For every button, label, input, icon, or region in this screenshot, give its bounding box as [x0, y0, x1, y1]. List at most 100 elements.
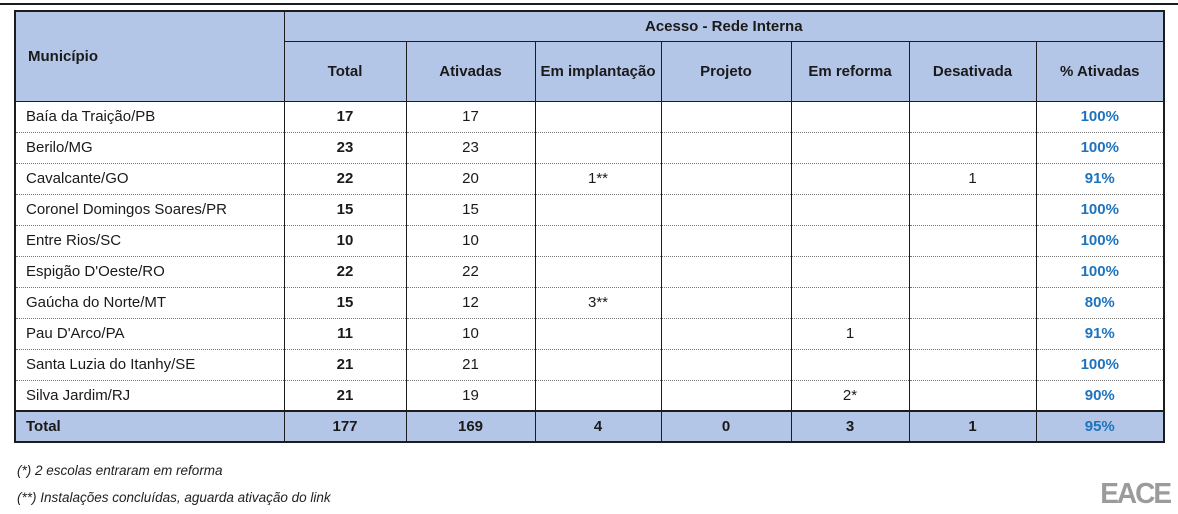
- row-cell-em_implantacao: [534, 225, 662, 256]
- table-header: Município Acesso - Rede Interna Total Ati…: [14, 11, 1165, 102]
- row-cell-em_reforma: [790, 225, 910, 256]
- row-cell-desativada: [908, 194, 1037, 225]
- row-cell-em_implantacao: 1**: [534, 163, 662, 194]
- row-cell-pct: 100%: [1035, 256, 1165, 287]
- table-row: Silva Jardim/RJ 21 19 2* 90%: [14, 380, 1165, 411]
- row-cell-municipio: Cavalcante/GO: [14, 163, 285, 194]
- row-cell-em_reforma: [790, 132, 910, 163]
- row-cell-ativadas: 10: [405, 225, 536, 256]
- row-cell-em_reforma: 1: [790, 318, 910, 349]
- row-cell-total: 21: [283, 349, 407, 380]
- row-cell-desativada: [908, 318, 1037, 349]
- row-cell-municipio: Espigão D'Oeste/RO: [14, 256, 285, 287]
- row-cell-total: 22: [283, 163, 407, 194]
- row-cell-desativada: [908, 287, 1037, 318]
- column-header-pct: % Ativadas: [1035, 41, 1165, 102]
- row-cell-total: 11: [283, 318, 407, 349]
- row-cell-municipio: Coronel Domingos Soares/PR: [14, 194, 285, 225]
- table-footer: Total 177 169 4 0 3 1 95%: [14, 410, 1165, 442]
- row-cell-municipio: Gaúcha do Norte/MT: [14, 287, 285, 318]
- column-header-em_reforma: Em reforma: [790, 41, 910, 102]
- row-cell-projeto: [660, 349, 792, 380]
- table-row: Coronel Domingos Soares/PR 15 15 100%: [14, 194, 1165, 225]
- row-cell-em_implantacao: [534, 380, 662, 411]
- total-cell-municipio: Total: [14, 410, 285, 442]
- row-cell-ativadas: 17: [405, 101, 536, 132]
- row-cell-projeto: [660, 380, 792, 411]
- row-cell-ativadas: 10: [405, 318, 536, 349]
- row-cell-em_reforma: [790, 101, 910, 132]
- row-cell-total: 15: [283, 194, 407, 225]
- row-cell-desativada: [908, 101, 1037, 132]
- row-cell-projeto: [660, 163, 792, 194]
- row-cell-em_implantacao: [534, 101, 662, 132]
- group-header-acesso-rede-interna: Acesso - Rede Interna: [283, 11, 1165, 42]
- footnotes: (*) 2 escolas entraram em reforma (**) I…: [17, 457, 331, 511]
- row-cell-em_reforma: [790, 349, 910, 380]
- total-cell-em_reforma: 3: [790, 410, 910, 442]
- row-cell-total: 10: [283, 225, 407, 256]
- row-cell-municipio: Berilo/MG: [14, 132, 285, 163]
- row-cell-total: 22: [283, 256, 407, 287]
- row-cell-municipio: Entre Rios/SC: [14, 225, 285, 256]
- row-cell-desativada: [908, 349, 1037, 380]
- row-cell-municipio: Baía da Traição/PB: [14, 101, 285, 132]
- row-cell-projeto: [660, 256, 792, 287]
- row-cell-em_reforma: 2*: [790, 380, 910, 411]
- access-table-container: Município Acesso - Rede Interna Total Ati…: [14, 10, 1166, 443]
- table-row: Baía da Traição/PB 17 17 100%: [14, 101, 1165, 132]
- table-row: Espigão D'Oeste/RO 22 22 100%: [14, 256, 1165, 287]
- municipality-column-header: Município: [14, 11, 285, 102]
- row-cell-desativada: 1: [908, 163, 1037, 194]
- row-cell-em_implantacao: [534, 349, 662, 380]
- row-cell-ativadas: 15: [405, 194, 536, 225]
- row-cell-pct: 100%: [1035, 132, 1165, 163]
- row-cell-em_implantacao: 3**: [534, 287, 662, 318]
- top-divider-rule: [0, 3, 1178, 5]
- row-cell-municipio: Santa Luzia do Itanhy/SE: [14, 349, 285, 380]
- row-cell-total: 21: [283, 380, 407, 411]
- footnote-reforma: (*) 2 escolas entraram em reforma: [17, 463, 223, 478]
- table-row: Gaúcha do Norte/MT 15 12 3** 80%: [14, 287, 1165, 318]
- column-header-projeto: Projeto: [660, 41, 792, 102]
- row-cell-projeto: [660, 318, 792, 349]
- row-cell-em_reforma: [790, 163, 910, 194]
- total-cell-desativada: 1: [908, 410, 1037, 442]
- row-cell-projeto: [660, 194, 792, 225]
- row-cell-pct: 100%: [1035, 194, 1165, 225]
- column-header-em_implantacao: Em implantação: [534, 41, 662, 102]
- table-row: Cavalcante/GO 22 20 1** 1 91%: [14, 163, 1165, 194]
- internal-network-access-table: Município Acesso - Rede Interna Total Ati…: [14, 10, 1166, 443]
- column-header-ativadas: Ativadas: [405, 41, 536, 102]
- row-cell-em_reforma: [790, 287, 910, 318]
- total-cell-em_implantacao: 4: [534, 410, 662, 442]
- row-cell-ativadas: 23: [405, 132, 536, 163]
- row-cell-pct: 90%: [1035, 380, 1165, 411]
- row-cell-total: 23: [283, 132, 407, 163]
- row-cell-ativadas: 22: [405, 256, 536, 287]
- row-cell-em_reforma: [790, 194, 910, 225]
- total-cell-pct: 95%: [1035, 410, 1165, 442]
- table-row: Entre Rios/SC 10 10 100%: [14, 225, 1165, 256]
- row-cell-projeto: [660, 101, 792, 132]
- row-cell-ativadas: 12: [405, 287, 536, 318]
- row-cell-desativada: [908, 380, 1037, 411]
- row-cell-pct: 100%: [1035, 101, 1165, 132]
- table-body: Baía da Traição/PB 17 17 100% Berilo/MG 23 23 1…: [14, 101, 1165, 411]
- total-row: Total 177 169 4 0 3 1 95%: [14, 410, 1165, 442]
- table-row: Santa Luzia do Itanhy/SE 21 21 100%: [14, 349, 1165, 380]
- row-cell-ativadas: 20: [405, 163, 536, 194]
- table-row: Berilo/MG 23 23 100%: [14, 132, 1165, 163]
- column-header-desativada: Desativada: [908, 41, 1037, 102]
- row-cell-em_implantacao: [534, 194, 662, 225]
- total-cell-projeto: 0: [660, 410, 792, 442]
- row-cell-desativada: [908, 225, 1037, 256]
- row-cell-projeto: [660, 132, 792, 163]
- row-cell-desativada: [908, 132, 1037, 163]
- row-cell-projeto: [660, 225, 792, 256]
- footnote-implantacao: (**) Instalações concluídas, aguarda ati…: [17, 490, 331, 505]
- row-cell-ativadas: 19: [405, 380, 536, 411]
- row-cell-municipio: Pau D'Arco/PA: [14, 318, 285, 349]
- row-cell-ativadas: 21: [405, 349, 536, 380]
- row-cell-total: 15: [283, 287, 407, 318]
